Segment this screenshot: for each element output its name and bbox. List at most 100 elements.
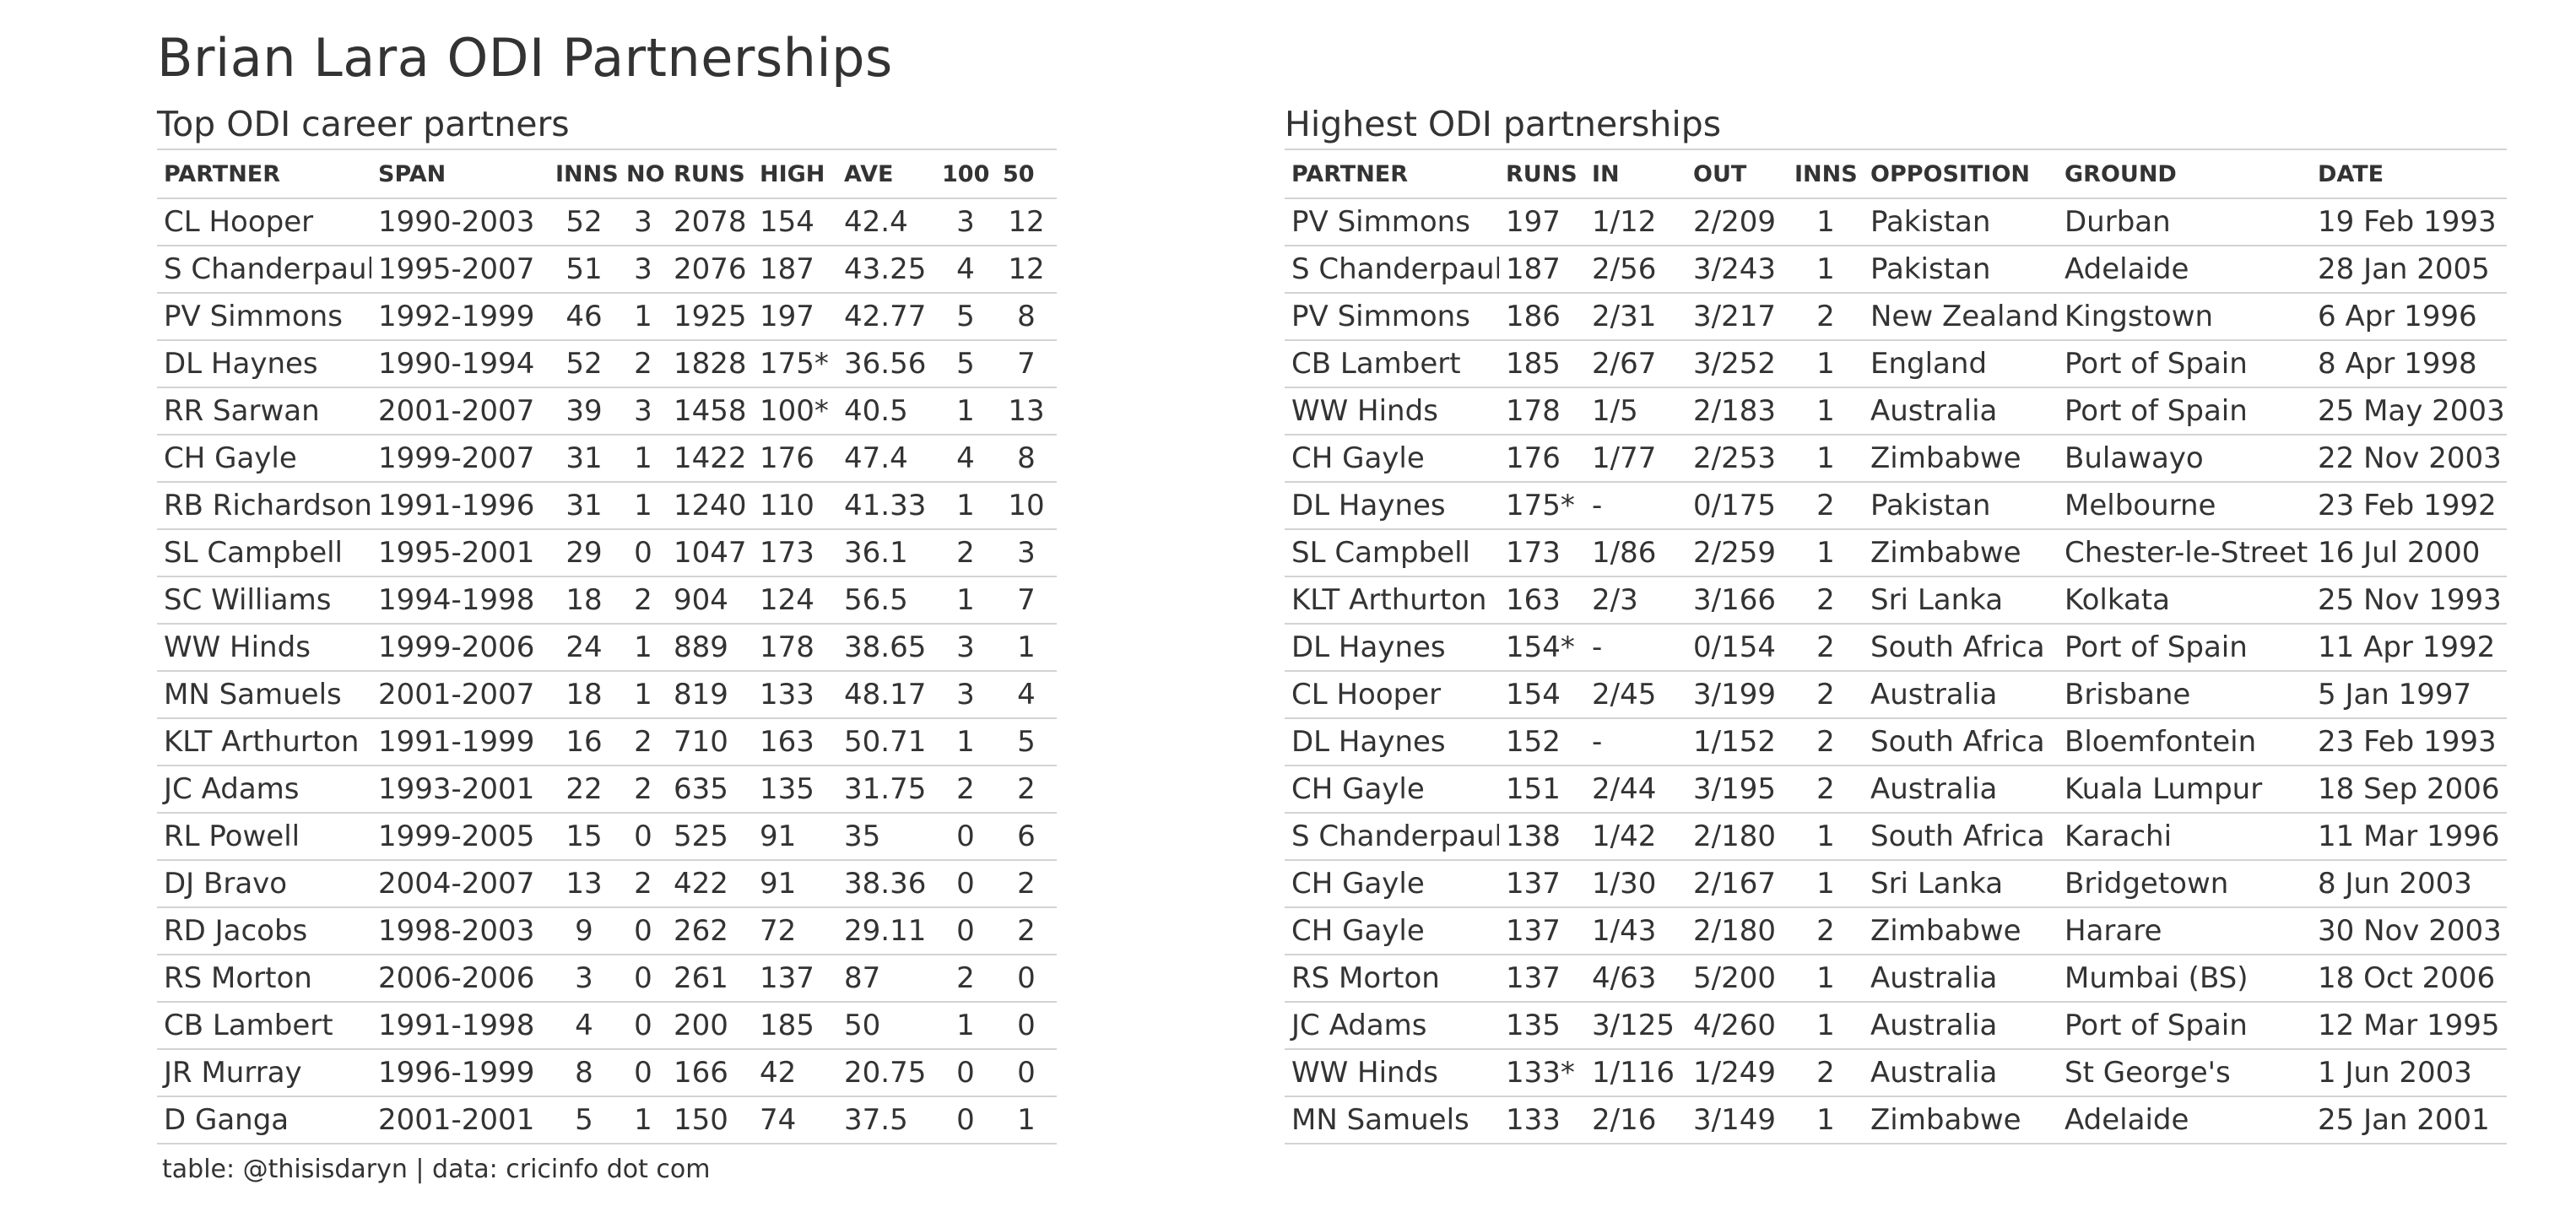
career-partners-cell: 15 (549, 813, 620, 861)
career-partners-cell: 29.11 (837, 907, 935, 955)
career-partners-cell: 6 (996, 813, 1057, 861)
career-partners-cell: 1990-2003 (371, 198, 549, 246)
highest-partnerships-cell: 133* (1499, 1049, 1585, 1097)
career-partners-cell: 710 (667, 718, 753, 766)
highest-partnerships-cell: 2 (1788, 718, 1864, 766)
career-partners-cell: 2 (620, 766, 667, 814)
highest-partnerships-cell: St George's (2058, 1049, 2311, 1097)
highest-partnerships-cell: 4/63 (1585, 955, 1686, 1003)
career-partners-cell: 74 (753, 1096, 837, 1144)
career-partners-cell: 1 (620, 1096, 667, 1144)
career-partners-cell: CL Hooper (157, 198, 371, 246)
highest-partnerships-column-header: DATE (2311, 150, 2507, 199)
table-row: SL Campbell 173 1/86 2/259 1 Zimbabwe Chester-… (1285, 529, 2507, 577)
career-partners-cell: 525 (667, 813, 753, 861)
highest-partnerships-cell: 2/45 (1585, 671, 1686, 719)
highest-partnerships-cell: South Africa (1864, 624, 2058, 672)
highest-partnerships-cell: Zimbabwe (1864, 907, 2058, 955)
highest-partnerships-cell: 2/167 (1686, 860, 1788, 908)
highest-partnerships-cell: 25 May 2003 (2311, 387, 2507, 436)
career-partners-table: PARTNER SPAN INNS NO RUNS HIGH AVE 100 50 CL Hoo… (157, 150, 1057, 1144)
career-partners-cell: 2004-2007 (371, 860, 549, 908)
highest-partnerships-cell: Australia (1864, 955, 2058, 1003)
highest-partnerships-header-row: PARTNER RUNS IN OUT INNS OPPOSITION GROUND DATE (1285, 150, 2507, 199)
table-row: S Chanderpaul 138 1/42 2/180 1 South Africa Ka… (1285, 813, 2507, 861)
highest-partnerships-cell: 1 (1788, 1002, 1864, 1050)
career-partners-cell: 2001-2007 (371, 671, 549, 719)
career-partners-cell: 38.36 (837, 860, 935, 908)
highest-partnerships-cell: Australia (1864, 1002, 2058, 1050)
highest-partnerships-cell: Chester-le-Street (2058, 529, 2311, 577)
highest-partnerships-cell: - (1585, 624, 1686, 672)
table-row: WW Hinds 133* 1/116 1/249 2 Australia St Georg… (1285, 1049, 2507, 1097)
career-partners-cell: 3 (935, 624, 996, 672)
career-partners-cell: 1240 (667, 482, 753, 530)
career-partners-cell: 110 (753, 482, 837, 530)
highest-partnerships-column-header: RUNS (1499, 150, 1585, 199)
career-partners-cell: 36.56 (837, 340, 935, 388)
career-partners-column-header: NO (620, 150, 667, 199)
highest-partnerships-cell: Port of Spain (2058, 624, 2311, 672)
career-partners-cell: DJ Bravo (157, 860, 371, 908)
career-partners-cell: 3 (620, 387, 667, 436)
highest-partnerships-cell: 187 (1499, 246, 1585, 294)
career-partners-cell: CH Gayle (157, 435, 371, 483)
highest-partnerships-cell: 1 (1788, 246, 1864, 294)
career-partners-cell: 1047 (667, 529, 753, 577)
table-row: KLT Arthurton 163 2/3 3/166 2 Sri Lanka Kolkat… (1285, 576, 2507, 625)
career-partners-cell: 173 (753, 529, 837, 577)
career-partners-cell: 1 (935, 387, 996, 436)
highest-partnerships-cell: 173 (1499, 529, 1585, 577)
career-partners-column-header: SPAN (371, 150, 549, 199)
highest-partnerships-cell: SL Campbell (1285, 529, 1499, 577)
highest-partnerships-cell: 3/125 (1585, 1002, 1686, 1050)
highest-partnerships-cell: CH Gayle (1285, 435, 1499, 483)
career-partners-cell: 42.4 (837, 198, 935, 246)
career-partners-cell: 1991-1999 (371, 718, 549, 766)
highest-partnerships-cell: 138 (1499, 813, 1585, 861)
highest-partnerships-cell: 3/252 (1686, 340, 1788, 388)
highest-partnerships-header-row: PARTNER RUNS IN OUT INNS OPPOSITION GROUND DATE (1285, 150, 2507, 199)
career-partners-cell: 4 (996, 671, 1057, 719)
career-partners-cell: 0 (620, 955, 667, 1003)
career-partners-cell: 1828 (667, 340, 753, 388)
table-row: JC Adams 135 3/125 4/260 1 Australia Port of S… (1285, 1002, 2507, 1050)
highest-partnerships-cell: 25 Nov 1993 (2311, 576, 2507, 625)
table-row: DL Haynes 1990-1994 52 2 1828 175* 36.56 5 7 (157, 340, 1057, 388)
career-partners-cell: 1 (935, 718, 996, 766)
table-row: RD Jacobs 1998-2003 9 0 262 72 29.11 0 2 (157, 907, 1057, 955)
career-partners-header-row: PARTNER SPAN INNS NO RUNS HIGH AVE 100 50 (157, 150, 1057, 199)
career-partners-cell: 904 (667, 576, 753, 625)
highest-partnerships-cell: 1/42 (1585, 813, 1686, 861)
career-partners-cell: 50 (837, 1002, 935, 1050)
highest-partnerships-cell: Sri Lanka (1864, 860, 2058, 908)
career-partners-cell: 2 (935, 766, 996, 814)
highest-partnerships-cell: CL Hooper (1285, 671, 1499, 719)
career-partners-column-header: PARTNER (157, 150, 371, 199)
career-partners-cell: S Chanderpaul (157, 246, 371, 294)
highest-partnerships-cell: 2 (1788, 766, 1864, 814)
career-partners-cell: 16 (549, 718, 620, 766)
highest-partnerships-cell: 135 (1499, 1002, 1585, 1050)
highest-partnerships-cell: Port of Spain (2058, 1002, 2311, 1050)
career-partners-cell: 178 (753, 624, 837, 672)
highest-partnerships-cell: 1 (1788, 860, 1864, 908)
career-partners-cell: 12 (996, 198, 1057, 246)
table-row: MN Samuels 2001-2007 18 1 819 133 48.17 3 4 (157, 671, 1057, 719)
highest-partnerships-cell: 18 Sep 2006 (2311, 766, 2507, 814)
table-row: CH Gayle 176 1/77 2/253 1 Zimbabwe Bulawayo 22 … (1285, 435, 2507, 483)
career-partners-cell: 889 (667, 624, 753, 672)
career-partners-column-header: RUNS (667, 150, 753, 199)
career-partners-cell: 2076 (667, 246, 753, 294)
highest-partnerships-panel: Highest ODI partnerships PARTNER RUNS IN OU… (1285, 100, 2507, 1144)
career-partners-cell: 4 (935, 246, 996, 294)
career-partners-cell: 18 (549, 576, 620, 625)
career-partners-title: Top ODI career partners (157, 100, 1057, 150)
career-partners-cell: 1 (620, 293, 667, 341)
career-partners-cell: 187 (753, 246, 837, 294)
highest-partnerships-cell: 1/77 (1585, 435, 1686, 483)
career-partners-cell: 91 (753, 860, 837, 908)
career-partners-cell: 0 (620, 813, 667, 861)
highest-partnerships-cell: 3/195 (1686, 766, 1788, 814)
career-partners-cell: 31 (549, 482, 620, 530)
